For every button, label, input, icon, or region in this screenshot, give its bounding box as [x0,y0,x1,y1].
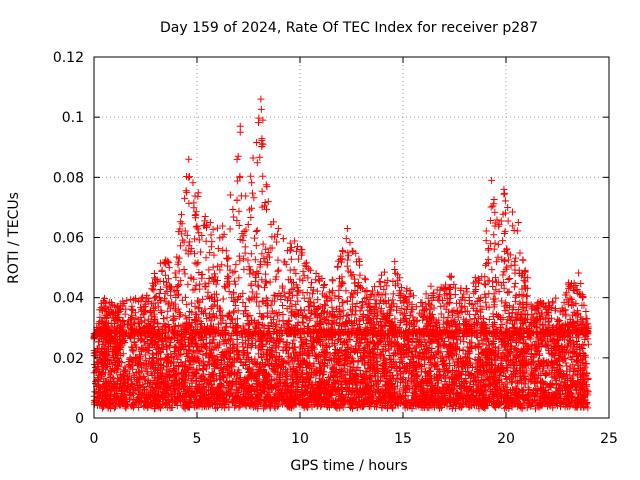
data-point [525,386,533,394]
data-point [452,344,460,352]
data-point [164,363,172,371]
data-points [90,95,592,413]
data-point [289,340,297,348]
data-point [399,359,407,367]
data-point [558,378,566,386]
data-point [356,340,364,348]
data-point [159,395,167,403]
data-point [581,336,589,344]
data-point [174,355,182,363]
data-point [569,361,577,369]
data-point [273,349,281,357]
